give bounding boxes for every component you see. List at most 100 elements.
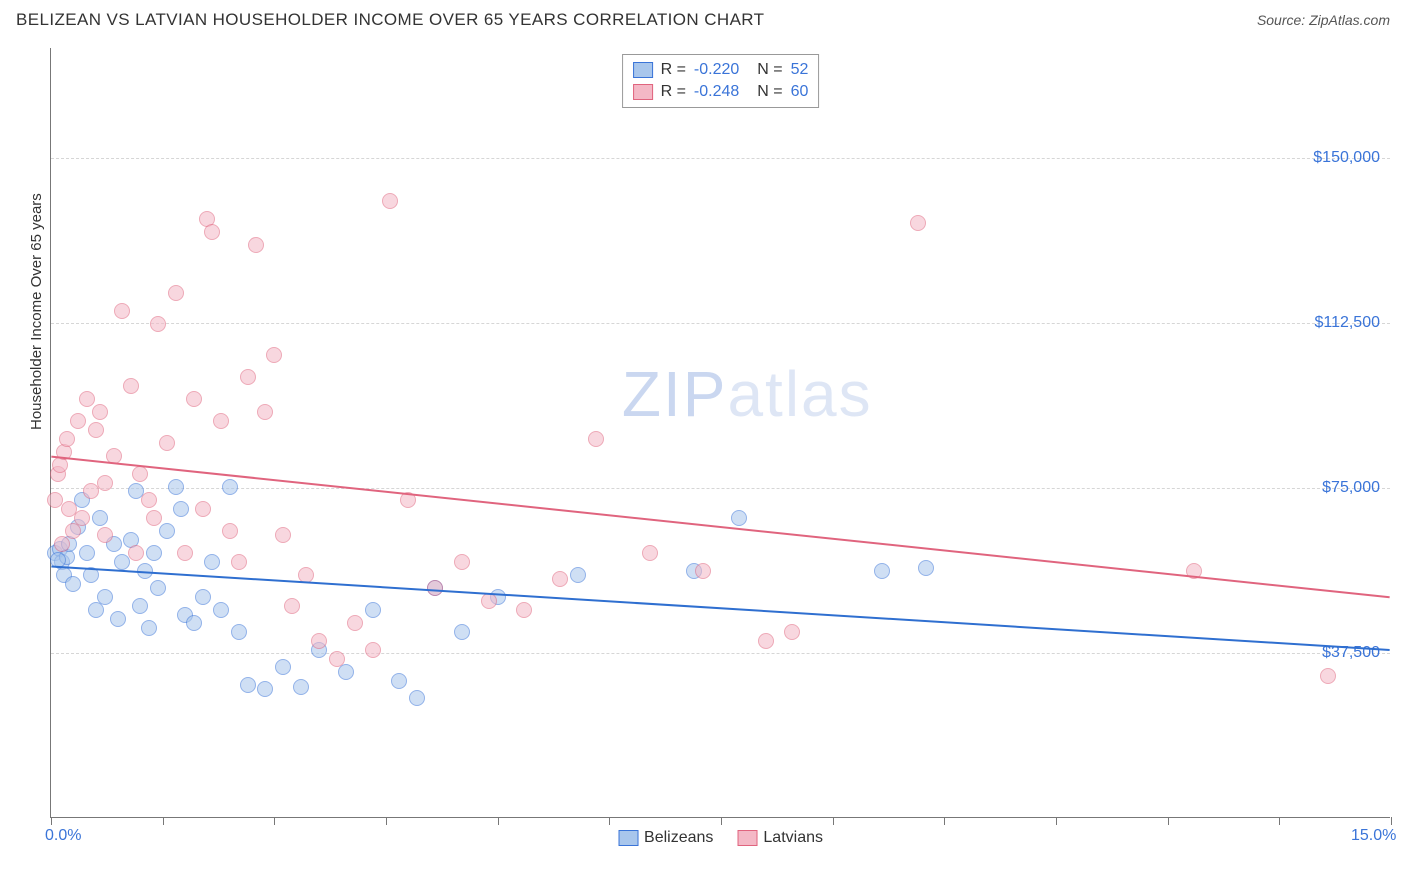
data-point (159, 435, 175, 451)
n-label: N = (757, 61, 782, 79)
swatch-belizeans (618, 830, 638, 846)
data-point (50, 552, 66, 568)
data-point (284, 598, 300, 614)
swatch-latvians (633, 84, 653, 100)
x-tick-label: 15.0% (1351, 827, 1396, 845)
data-point (275, 527, 291, 543)
legend-item-belizeans: Belizeans (618, 829, 713, 847)
data-point (150, 316, 166, 332)
watermark: ZIPatlas (622, 357, 873, 431)
x-tick (1391, 817, 1392, 825)
n-value-belizeans: 52 (791, 61, 809, 79)
gridline (51, 323, 1390, 324)
r-label: R = (661, 61, 686, 79)
data-point (195, 501, 211, 517)
x-tick (944, 817, 945, 825)
data-point (918, 560, 934, 576)
data-point (365, 642, 381, 658)
data-point (910, 215, 926, 231)
data-point (186, 391, 202, 407)
data-point (874, 563, 890, 579)
y-tick-label: $112,500 (1314, 314, 1380, 332)
x-tick (1279, 817, 1280, 825)
data-point (231, 554, 247, 570)
data-point (137, 563, 153, 579)
data-point (195, 589, 211, 605)
data-point (173, 501, 189, 517)
data-point (329, 651, 345, 667)
data-point (1320, 668, 1336, 684)
source-prefix: Source: (1257, 12, 1309, 28)
data-point (79, 391, 95, 407)
data-point (552, 571, 568, 587)
x-tick (609, 817, 610, 825)
swatch-belizeans (633, 62, 653, 78)
trend-lines (51, 48, 1390, 817)
r-label: R = (661, 83, 686, 101)
data-point (88, 422, 104, 438)
data-point (65, 576, 81, 592)
legend-label-belizeans: Belizeans (644, 829, 713, 847)
x-tick (721, 817, 722, 825)
y-tick-label: $150,000 (1313, 149, 1380, 167)
data-point (222, 479, 238, 495)
data-point (97, 589, 113, 605)
data-point (516, 602, 532, 618)
data-point (213, 602, 229, 618)
data-point (347, 615, 363, 631)
data-point (146, 510, 162, 526)
watermark-thin: atlas (727, 358, 872, 430)
data-point (213, 413, 229, 429)
x-tick (163, 817, 164, 825)
legend-row-belizeans: R = -0.220 N = 52 (633, 59, 809, 81)
r-value-belizeans: -0.220 (694, 61, 739, 79)
x-tick-label: 0.0% (45, 827, 81, 845)
data-point (642, 545, 658, 561)
gridline (51, 488, 1390, 489)
watermark-bold: ZIP (622, 358, 728, 430)
n-label: N = (757, 83, 782, 101)
series-legend: Belizeans Latvians (618, 829, 823, 847)
data-point (240, 677, 256, 693)
correlation-legend: R = -0.220 N = 52 R = -0.248 N = 60 (622, 54, 820, 108)
data-point (248, 237, 264, 253)
data-point (74, 510, 90, 526)
data-point (427, 580, 443, 596)
data-point (186, 615, 202, 631)
x-tick (274, 817, 275, 825)
legend-row-latvians: R = -0.248 N = 60 (633, 81, 809, 103)
data-point (731, 510, 747, 526)
swatch-latvians (737, 830, 757, 846)
legend-item-latvians: Latvians (737, 829, 823, 847)
scatter-plot-area: ZIPatlas R = -0.220 N = 52 R = -0.248 N … (50, 48, 1390, 818)
data-point (758, 633, 774, 649)
data-point (141, 620, 157, 636)
data-point (311, 633, 327, 649)
data-point (695, 563, 711, 579)
data-point (454, 624, 470, 640)
data-point (106, 448, 122, 464)
data-point (59, 431, 75, 447)
x-tick (498, 817, 499, 825)
data-point (409, 690, 425, 706)
data-point (365, 602, 381, 618)
data-point (92, 510, 108, 526)
source-attribution: Source: ZipAtlas.com (1257, 12, 1390, 28)
data-point (97, 475, 113, 491)
data-point (123, 378, 139, 394)
chart-title: BELIZEAN VS LATVIAN HOUSEHOLDER INCOME O… (16, 10, 764, 30)
trend-line (51, 567, 1389, 650)
data-point (240, 369, 256, 385)
data-point (79, 545, 95, 561)
data-point (204, 554, 220, 570)
y-axis-label: Householder Income Over 65 years (28, 193, 45, 430)
data-point (338, 664, 354, 680)
x-tick (386, 817, 387, 825)
data-point (92, 404, 108, 420)
data-point (110, 611, 126, 627)
data-point (382, 193, 398, 209)
data-point (266, 347, 282, 363)
data-point (97, 527, 113, 543)
data-point (231, 624, 247, 640)
chart-header: BELIZEAN VS LATVIAN HOUSEHOLDER INCOME O… (0, 0, 1406, 36)
